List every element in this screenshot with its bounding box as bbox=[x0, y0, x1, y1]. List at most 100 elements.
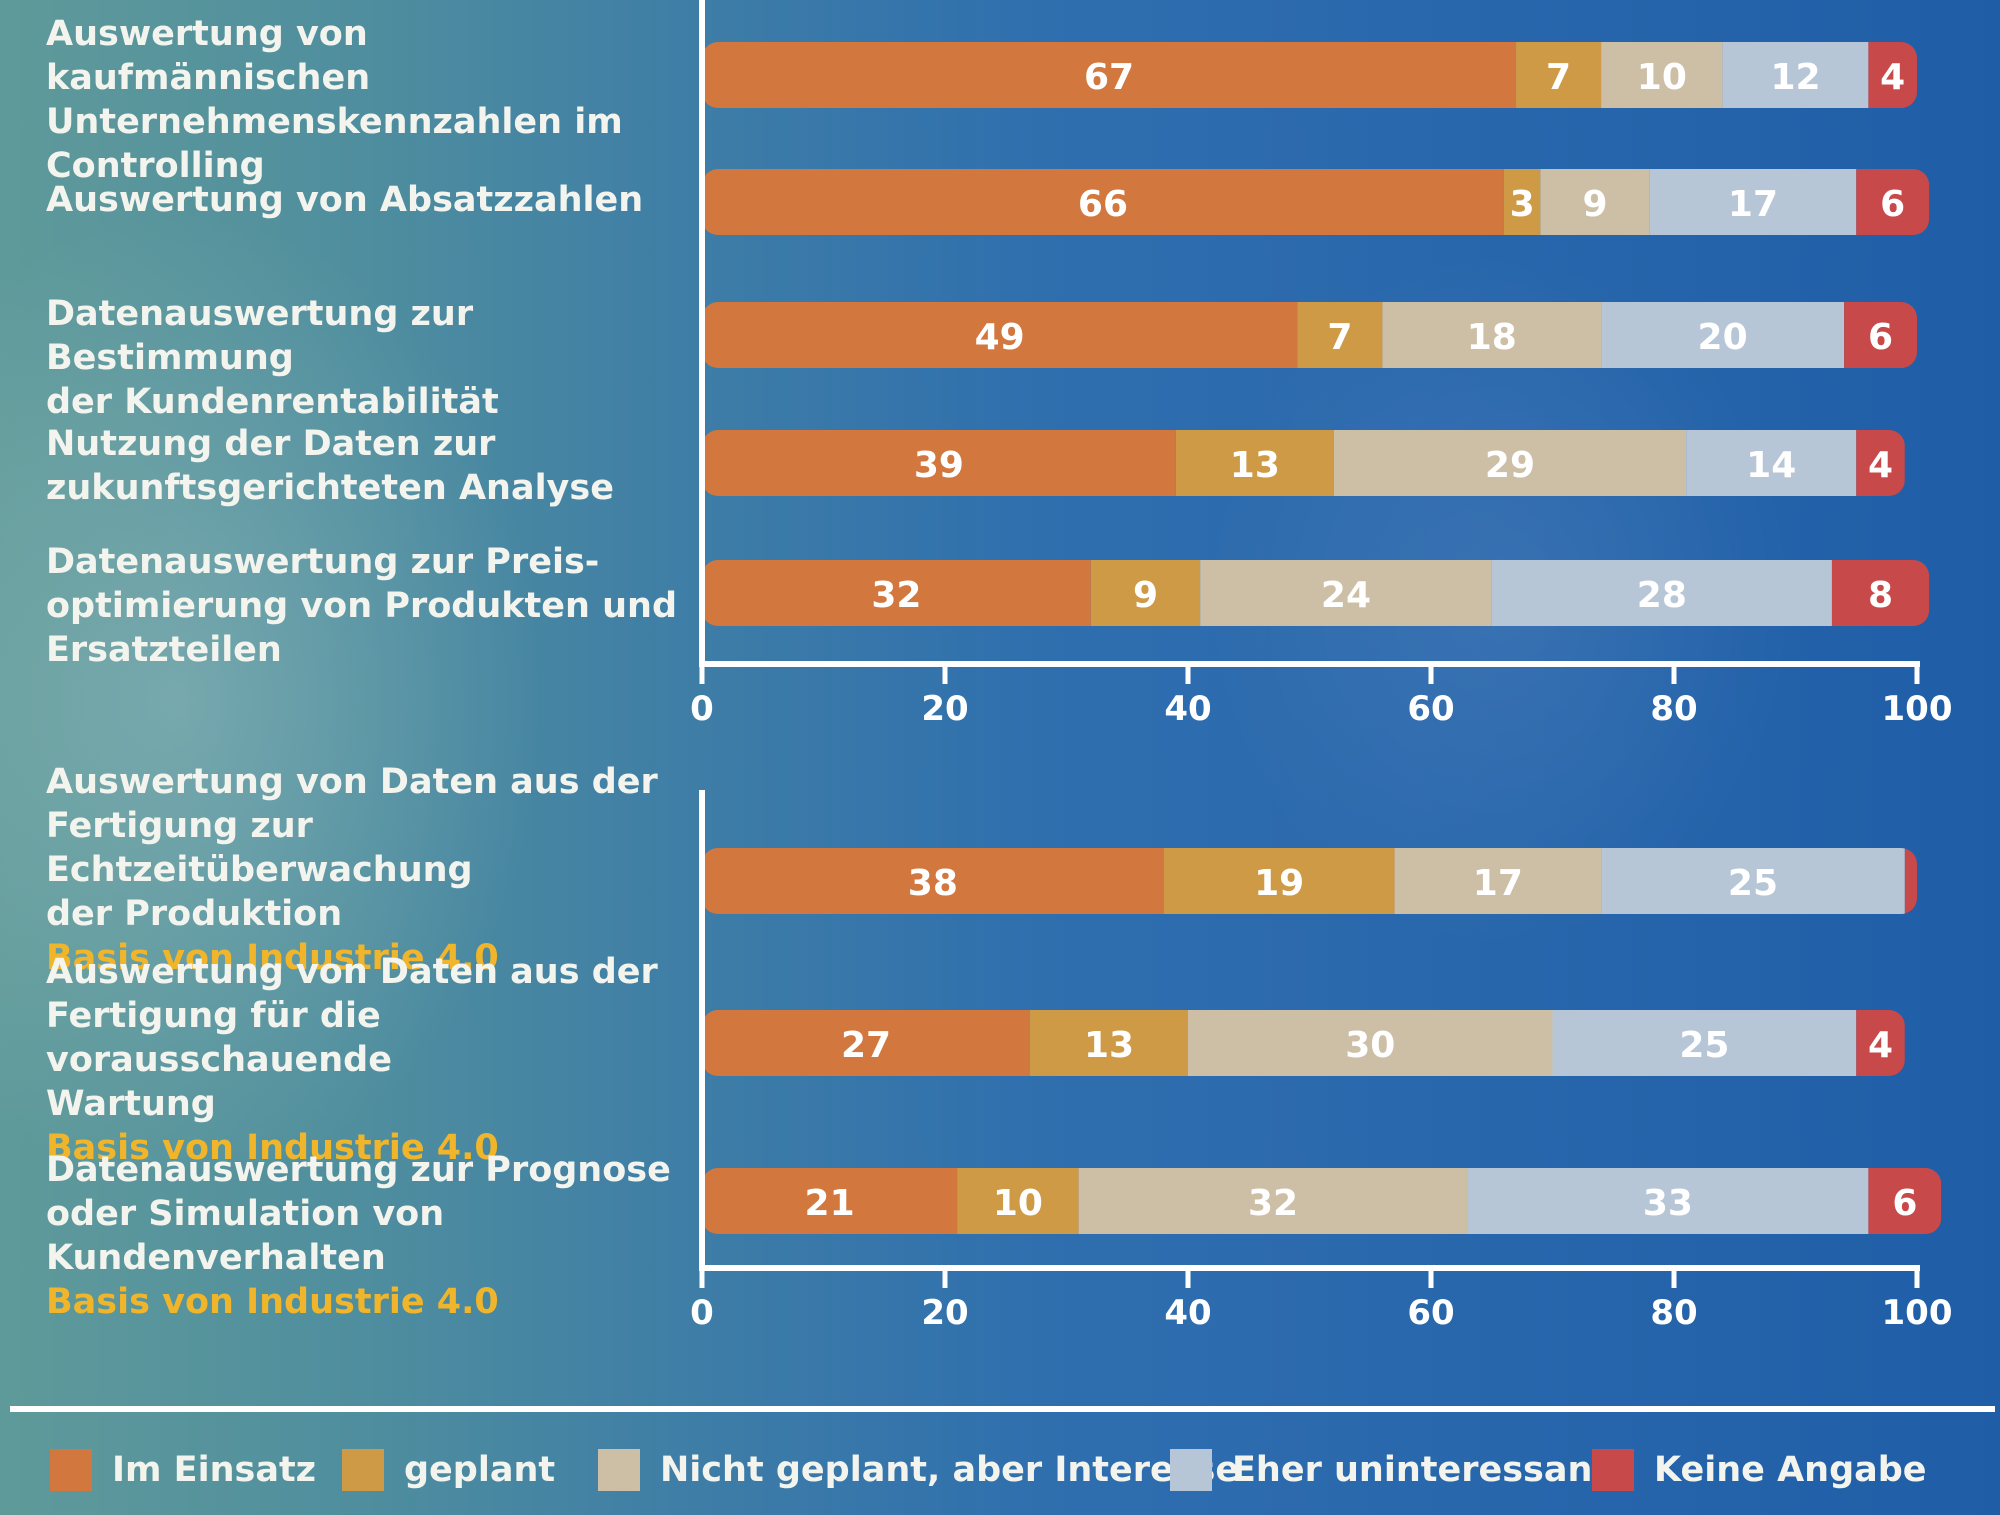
legend-label: Im Einsatz bbox=[112, 1450, 317, 1490]
bar-segment-geplant bbox=[1030, 1010, 1188, 1076]
bar-value-label: 20 bbox=[1698, 317, 1748, 358]
bar-value-label: 49 bbox=[975, 317, 1025, 358]
x-tick-label: 20 bbox=[921, 1293, 968, 1333]
legend-swatch bbox=[1170, 1449, 1212, 1491]
category-label-text: Nutzung der Daten zur zukunftsgerichtete… bbox=[46, 424, 614, 508]
bar-value-label: 32 bbox=[871, 575, 921, 616]
legend-swatch bbox=[50, 1449, 92, 1491]
x-tick-label: 60 bbox=[1407, 689, 1454, 729]
bar-segment-eher-uninteressant bbox=[1722, 42, 1869, 108]
bar-value-label: 7 bbox=[1546, 57, 1571, 98]
bar-value-label: 12 bbox=[1770, 57, 1820, 98]
bar-value-label: 4 bbox=[1880, 57, 1905, 98]
bar-segment-nicht-geplant-aber-interesse bbox=[1200, 560, 1492, 626]
bar-segment-geplant bbox=[1163, 848, 1395, 914]
bar-value-label: 18 bbox=[1467, 317, 1517, 358]
category-label: Auswertung von Daten aus der Fertigung f… bbox=[46, 950, 686, 1170]
x-tick-label: 0 bbox=[690, 1293, 714, 1333]
category-label-text: Datenauswertung zur Prognose oder Simula… bbox=[46, 1150, 671, 1278]
bar-row bbox=[702, 848, 1917, 914]
legend: Im Einsatz geplant Nicht geplant, aber Int… bbox=[0, 1440, 2000, 1510]
legend-item-eher-uninteressant: Eher uninteressant bbox=[1170, 1440, 1609, 1500]
bar-value-label: 4 bbox=[1868, 1025, 1893, 1066]
bar-value-label: 28 bbox=[1637, 575, 1687, 616]
bar-segment-im-einsatz bbox=[702, 42, 1517, 108]
category-note: Basis von Industrie 4.0 bbox=[46, 1282, 499, 1322]
x-tick-label: 20 bbox=[921, 689, 968, 729]
x-tick-label: 60 bbox=[1407, 1293, 1454, 1333]
x-tick-label: 0 bbox=[690, 689, 714, 729]
category-label-text: Auswertung von Daten aus der Fertigung z… bbox=[46, 762, 658, 934]
bar-value-label: 25 bbox=[1679, 1025, 1729, 1066]
legend-label: Keine Angabe bbox=[1654, 1450, 1927, 1490]
bar-segment-nicht-geplant-aber-interesse bbox=[1601, 42, 1723, 108]
bar-value-label: 13 bbox=[1084, 1025, 1134, 1066]
bar-row bbox=[702, 302, 1917, 368]
legend-swatch bbox=[1592, 1449, 1634, 1491]
bar-value-label: 4 bbox=[1868, 445, 1893, 486]
bar-segment-keine-angabe bbox=[1904, 848, 1917, 914]
bar-value-label: 27 bbox=[841, 1025, 891, 1066]
bar-value-label: 10 bbox=[1637, 57, 1687, 98]
bar-segment-im-einsatz bbox=[702, 1168, 958, 1234]
category-label: Auswertung von kaufmännischen Unternehme… bbox=[46, 12, 686, 188]
category-label-text: Datenauswertung zur Bestimmung der Kunde… bbox=[46, 294, 499, 422]
bar-segment-geplant bbox=[1297, 302, 1383, 368]
bar-segment-eher-uninteressant bbox=[1601, 848, 1905, 914]
bar-value-label: 9 bbox=[1582, 184, 1607, 225]
bar-segment-eher-uninteressant bbox=[1552, 1010, 1857, 1076]
category-label: Datenauswertung zur Prognose oder Simula… bbox=[46, 1148, 686, 1324]
bar-value-label: 19 bbox=[1254, 863, 1304, 904]
bar-row bbox=[702, 169, 1930, 235]
category-label-text: Auswertung von kaufmännischen Unternehme… bbox=[46, 14, 623, 186]
category-label-text: Auswertung von Absatzzahlen bbox=[46, 180, 644, 220]
category-label: Auswertung von Daten aus der Fertigung z… bbox=[46, 760, 686, 980]
stacked-bar-charts: 67 7 10 12 466 3 9 17 649 7 18 20 639 13 29 14 432 9 24 28 8… bbox=[690, 42, 1953, 1333]
bar-row bbox=[702, 560, 1930, 626]
category-note: Basis von Industrie 4.0 bbox=[46, 1128, 499, 1168]
category-label-text: Datenauswertung zur Preis- optimierung v… bbox=[46, 542, 677, 670]
category-label: Nutzung der Daten zur zukunftsgerichtete… bbox=[46, 422, 686, 510]
legend-swatch bbox=[342, 1449, 384, 1491]
bar-value-label: 24 bbox=[1321, 575, 1371, 616]
bar-segment-geplant bbox=[1516, 42, 1602, 108]
bar-value-label: 67 bbox=[1084, 57, 1134, 98]
bar-value-label: 6 bbox=[1868, 317, 1893, 358]
bar-segment-geplant bbox=[1090, 560, 1201, 626]
bar-segment-im-einsatz bbox=[702, 848, 1164, 914]
legend-item-keine-angabe: Keine Angabe bbox=[1592, 1440, 1927, 1500]
bar-value-label: 30 bbox=[1345, 1025, 1395, 1066]
bar-segment-keine-angabe bbox=[1868, 42, 1917, 108]
bar-value-label: 29 bbox=[1485, 445, 1535, 486]
legend-label: Nicht geplant, aber Interesse bbox=[660, 1450, 1240, 1490]
category-label: Auswertung von Absatzzahlen bbox=[46, 178, 686, 222]
bar-segment-keine-angabe bbox=[1868, 1168, 1942, 1234]
legend-item-nicht-geplant-aber-interesse: Nicht geplant, aber Interesse bbox=[598, 1440, 1239, 1500]
bar-segment-geplant bbox=[1503, 169, 1541, 235]
category-note: Basis von Industrie 4.0 bbox=[46, 938, 499, 978]
bar-value-label: 39 bbox=[914, 445, 964, 486]
bar-value-label: 6 bbox=[1892, 1183, 1917, 1224]
bar-segment-nicht-geplant-aber-interesse bbox=[1188, 1010, 1553, 1076]
bar-row bbox=[702, 430, 1905, 496]
bar-segment-geplant bbox=[957, 1168, 1079, 1234]
x-tick-label: 80 bbox=[1650, 1293, 1697, 1333]
legend-label: Eher uninteressant bbox=[1232, 1450, 1610, 1490]
bar-row bbox=[702, 1010, 1905, 1076]
bar-segment-keine-angabe bbox=[1856, 1010, 1905, 1076]
bar-value-label: 32 bbox=[1248, 1183, 1298, 1224]
x-tick-label: 100 bbox=[1882, 689, 1953, 729]
bar-value-label: 25 bbox=[1728, 863, 1778, 904]
bar-segment-im-einsatz bbox=[702, 560, 1091, 626]
x-tick-label: 40 bbox=[1164, 689, 1211, 729]
bar-segment-eher-uninteressant bbox=[1649, 169, 1857, 235]
bar-segment-nicht-geplant-aber-interesse bbox=[1394, 848, 1602, 914]
bar-segment-nicht-geplant-aber-interesse bbox=[1540, 169, 1650, 235]
legend-item-im-einsatz: Im Einsatz bbox=[50, 1440, 316, 1500]
bar-value-label: 7 bbox=[1327, 317, 1352, 358]
bar-value-label: 9 bbox=[1133, 575, 1158, 616]
bar-segment-geplant bbox=[1175, 430, 1334, 496]
category-label-text: Auswertung von Daten aus der Fertigung f… bbox=[46, 952, 658, 1124]
x-tick-label: 100 bbox=[1882, 1293, 1953, 1333]
